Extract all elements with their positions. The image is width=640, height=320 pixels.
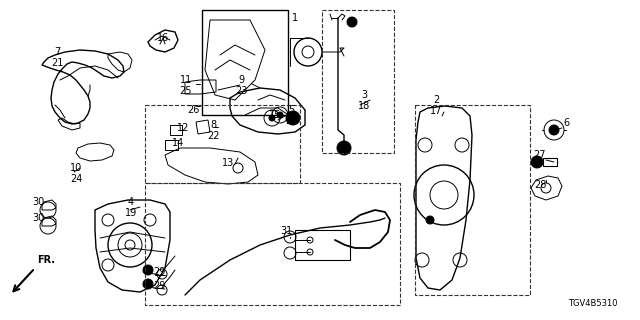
Text: 9: 9	[238, 75, 244, 85]
Text: 28: 28	[534, 180, 546, 190]
Circle shape	[143, 265, 153, 275]
Text: 4: 4	[128, 197, 134, 207]
Text: FR.: FR.	[37, 255, 55, 265]
Text: TGV4B5310: TGV4B5310	[568, 299, 618, 308]
Circle shape	[277, 112, 283, 118]
Text: 20: 20	[285, 116, 297, 126]
Text: 12: 12	[177, 123, 189, 133]
Text: 6: 6	[563, 118, 569, 128]
Text: 30: 30	[32, 213, 44, 223]
Bar	[145, 105, 300, 183]
Text: 8: 8	[210, 120, 216, 130]
Bar	[145, 183, 400, 305]
Text: 22: 22	[207, 131, 220, 141]
Text: 21: 21	[51, 58, 63, 68]
Text: 5: 5	[288, 105, 294, 115]
Bar	[415, 105, 530, 295]
Text: 23: 23	[235, 86, 247, 96]
Text: 27: 27	[534, 150, 547, 160]
Text: 2: 2	[433, 95, 439, 105]
Circle shape	[269, 115, 275, 121]
Text: 11: 11	[180, 75, 192, 85]
Text: 1: 1	[292, 13, 298, 23]
Text: 10: 10	[70, 163, 82, 173]
Circle shape	[337, 141, 351, 155]
Text: 24: 24	[70, 174, 82, 184]
Circle shape	[549, 125, 559, 135]
Text: 30: 30	[32, 197, 44, 207]
Text: 7: 7	[54, 47, 60, 57]
Text: 29: 29	[153, 281, 165, 291]
Text: 14: 14	[172, 138, 184, 148]
Text: 26: 26	[187, 105, 199, 115]
Circle shape	[426, 216, 434, 224]
Text: 13: 13	[222, 158, 234, 168]
Bar	[543, 158, 557, 166]
Text: 16: 16	[157, 33, 169, 43]
Text: 19: 19	[125, 208, 137, 218]
Circle shape	[347, 17, 357, 27]
Text: 17: 17	[430, 106, 442, 116]
Bar	[202, 10, 288, 115]
Text: 18: 18	[358, 101, 370, 111]
Text: 3: 3	[361, 90, 367, 100]
Text: 25: 25	[180, 86, 192, 96]
Bar	[295, 230, 350, 260]
Circle shape	[286, 111, 300, 125]
Circle shape	[531, 156, 543, 168]
Text: 31: 31	[280, 226, 292, 236]
Bar	[322, 10, 394, 153]
Text: 29: 29	[153, 267, 165, 277]
Circle shape	[143, 279, 153, 289]
Text: 15: 15	[269, 110, 281, 120]
